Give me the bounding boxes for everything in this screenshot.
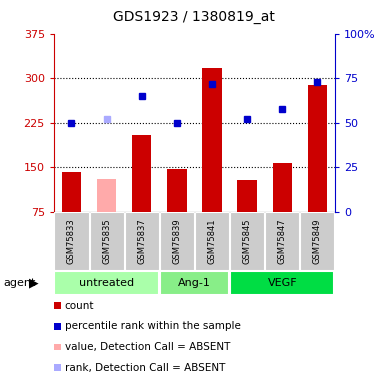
Bar <box>54 212 89 270</box>
Bar <box>62 171 81 212</box>
Bar <box>230 272 335 295</box>
Bar <box>265 212 299 270</box>
Text: value, Detection Call = ABSENT: value, Detection Call = ABSENT <box>65 342 230 352</box>
Bar <box>54 272 159 295</box>
Bar <box>308 86 327 212</box>
Text: percentile rank within the sample: percentile rank within the sample <box>65 321 241 331</box>
Bar <box>195 212 229 270</box>
Text: GSM75835: GSM75835 <box>102 218 111 264</box>
Bar <box>238 180 257 212</box>
Bar <box>273 163 292 212</box>
Bar <box>97 179 116 212</box>
Text: count: count <box>65 301 94 310</box>
Bar <box>132 135 151 212</box>
Text: GSM75837: GSM75837 <box>137 218 146 264</box>
Text: ▶: ▶ <box>29 277 38 290</box>
Text: GSM75847: GSM75847 <box>278 218 287 264</box>
Text: Ang-1: Ang-1 <box>178 278 211 288</box>
Text: untreated: untreated <box>79 278 134 288</box>
Bar <box>160 272 229 295</box>
Bar <box>160 212 194 270</box>
Bar <box>125 212 159 270</box>
Text: GSM75841: GSM75841 <box>208 218 216 264</box>
Text: GSM75839: GSM75839 <box>172 218 181 264</box>
Bar <box>90 212 124 270</box>
Text: VEGF: VEGF <box>268 278 297 288</box>
Text: GDS1923 / 1380819_at: GDS1923 / 1380819_at <box>114 10 275 24</box>
Bar <box>167 168 186 212</box>
Text: GSM75845: GSM75845 <box>243 218 252 264</box>
Bar <box>203 68 222 212</box>
Text: agent: agent <box>4 278 36 288</box>
Bar <box>230 212 264 270</box>
Text: GSM75849: GSM75849 <box>313 218 322 264</box>
Bar <box>300 212 335 270</box>
Text: GSM75833: GSM75833 <box>67 218 76 264</box>
Text: rank, Detection Call = ABSENT: rank, Detection Call = ABSENT <box>65 363 225 372</box>
